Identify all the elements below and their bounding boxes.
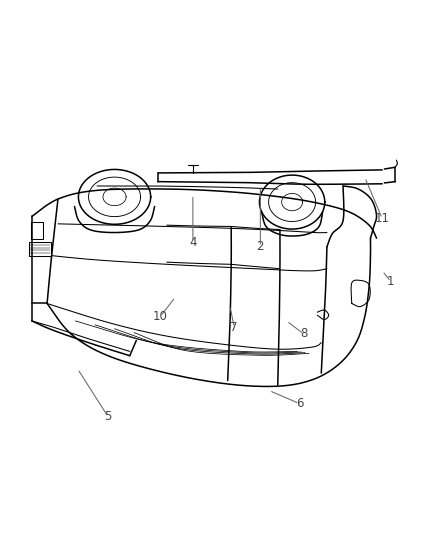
Text: 11: 11 — [374, 212, 390, 225]
Text: 10: 10 — [153, 310, 168, 323]
Text: 4: 4 — [189, 236, 197, 249]
Bar — [29, 241, 51, 256]
Text: 7: 7 — [230, 321, 238, 334]
Text: 6: 6 — [296, 397, 303, 410]
Text: 1: 1 — [387, 275, 395, 288]
Text: 5: 5 — [104, 410, 112, 423]
Text: 8: 8 — [300, 327, 307, 341]
Bar — [31, 222, 43, 239]
Text: 2: 2 — [257, 240, 264, 253]
